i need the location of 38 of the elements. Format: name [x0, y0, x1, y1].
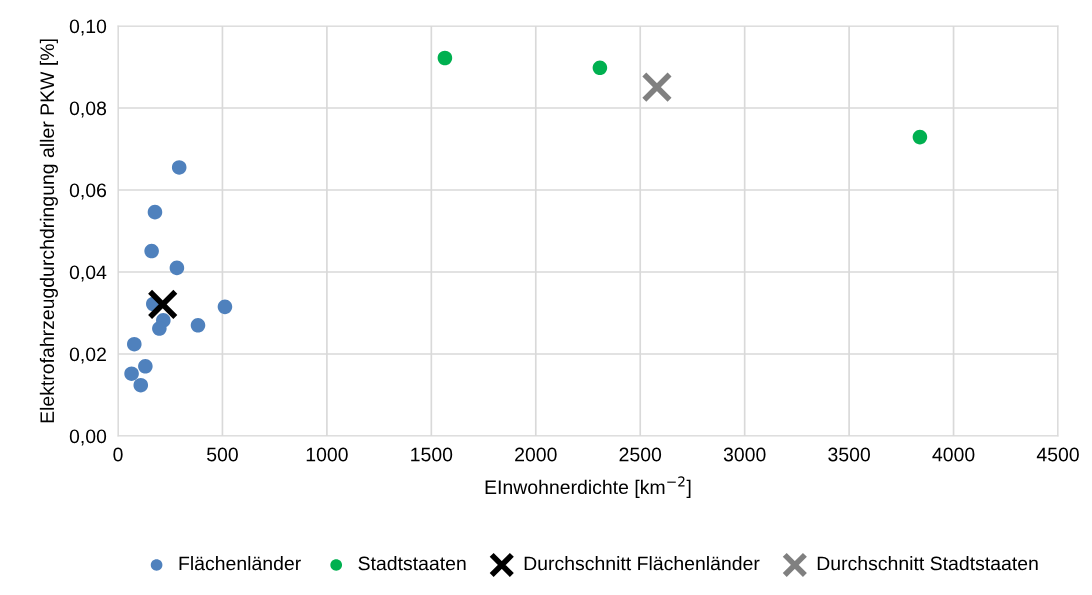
x-tick-label: 500: [207, 447, 238, 462]
y-tick-label: 0,04: [69, 265, 107, 282]
y-tick-label: 0,02: [69, 347, 106, 364]
y-tick-label: 0,10: [69, 19, 107, 36]
x-tick-label: 2000: [515, 447, 557, 462]
point: [133, 377, 149, 393]
x-tick-label: 2500: [619, 447, 662, 462]
point: [144, 243, 159, 259]
x-axis-title: EInwohnerdichte [km$^{−2}$]: [485, 476, 691, 498]
point: [171, 160, 187, 175]
y-tick-label: 0,00: [69, 429, 107, 446]
point: [138, 359, 153, 374]
legend-label: Durchschnitt Flächenländer: [524, 556, 760, 571]
x-tick-label: 4000: [932, 447, 975, 462]
legend-label: Flächenländer: [179, 556, 301, 571]
point: [147, 289, 179, 320]
point: [169, 260, 185, 276]
point: [912, 129, 928, 145]
y-tick-label: 0,08: [69, 101, 107, 118]
y-axis-title: Elektrofahrzeugdurchdringung aller PKW [%]: [39, 39, 58, 423]
point: [217, 299, 233, 315]
point: [152, 321, 167, 336]
x-tick-label: 3000: [723, 447, 766, 462]
x-tick-label: 0: [113, 447, 123, 462]
x-tick-label: 1500: [411, 447, 453, 462]
point: [592, 60, 608, 76]
point: [124, 366, 139, 381]
x-tick-label: 3500: [828, 447, 870, 462]
x-tick-label: 4500: [1036, 447, 1079, 462]
point: [437, 50, 453, 66]
legend-label: Durchschnitt Stadtstaaten: [817, 556, 1038, 571]
point: [127, 336, 142, 352]
point: [190, 318, 206, 333]
y-tick-label: 0,06: [69, 183, 107, 200]
x-tick-label: 1000: [306, 447, 348, 462]
point: [641, 71, 673, 103]
point: [147, 204, 163, 220]
legend-label: Stadtstaaten: [358, 556, 466, 571]
